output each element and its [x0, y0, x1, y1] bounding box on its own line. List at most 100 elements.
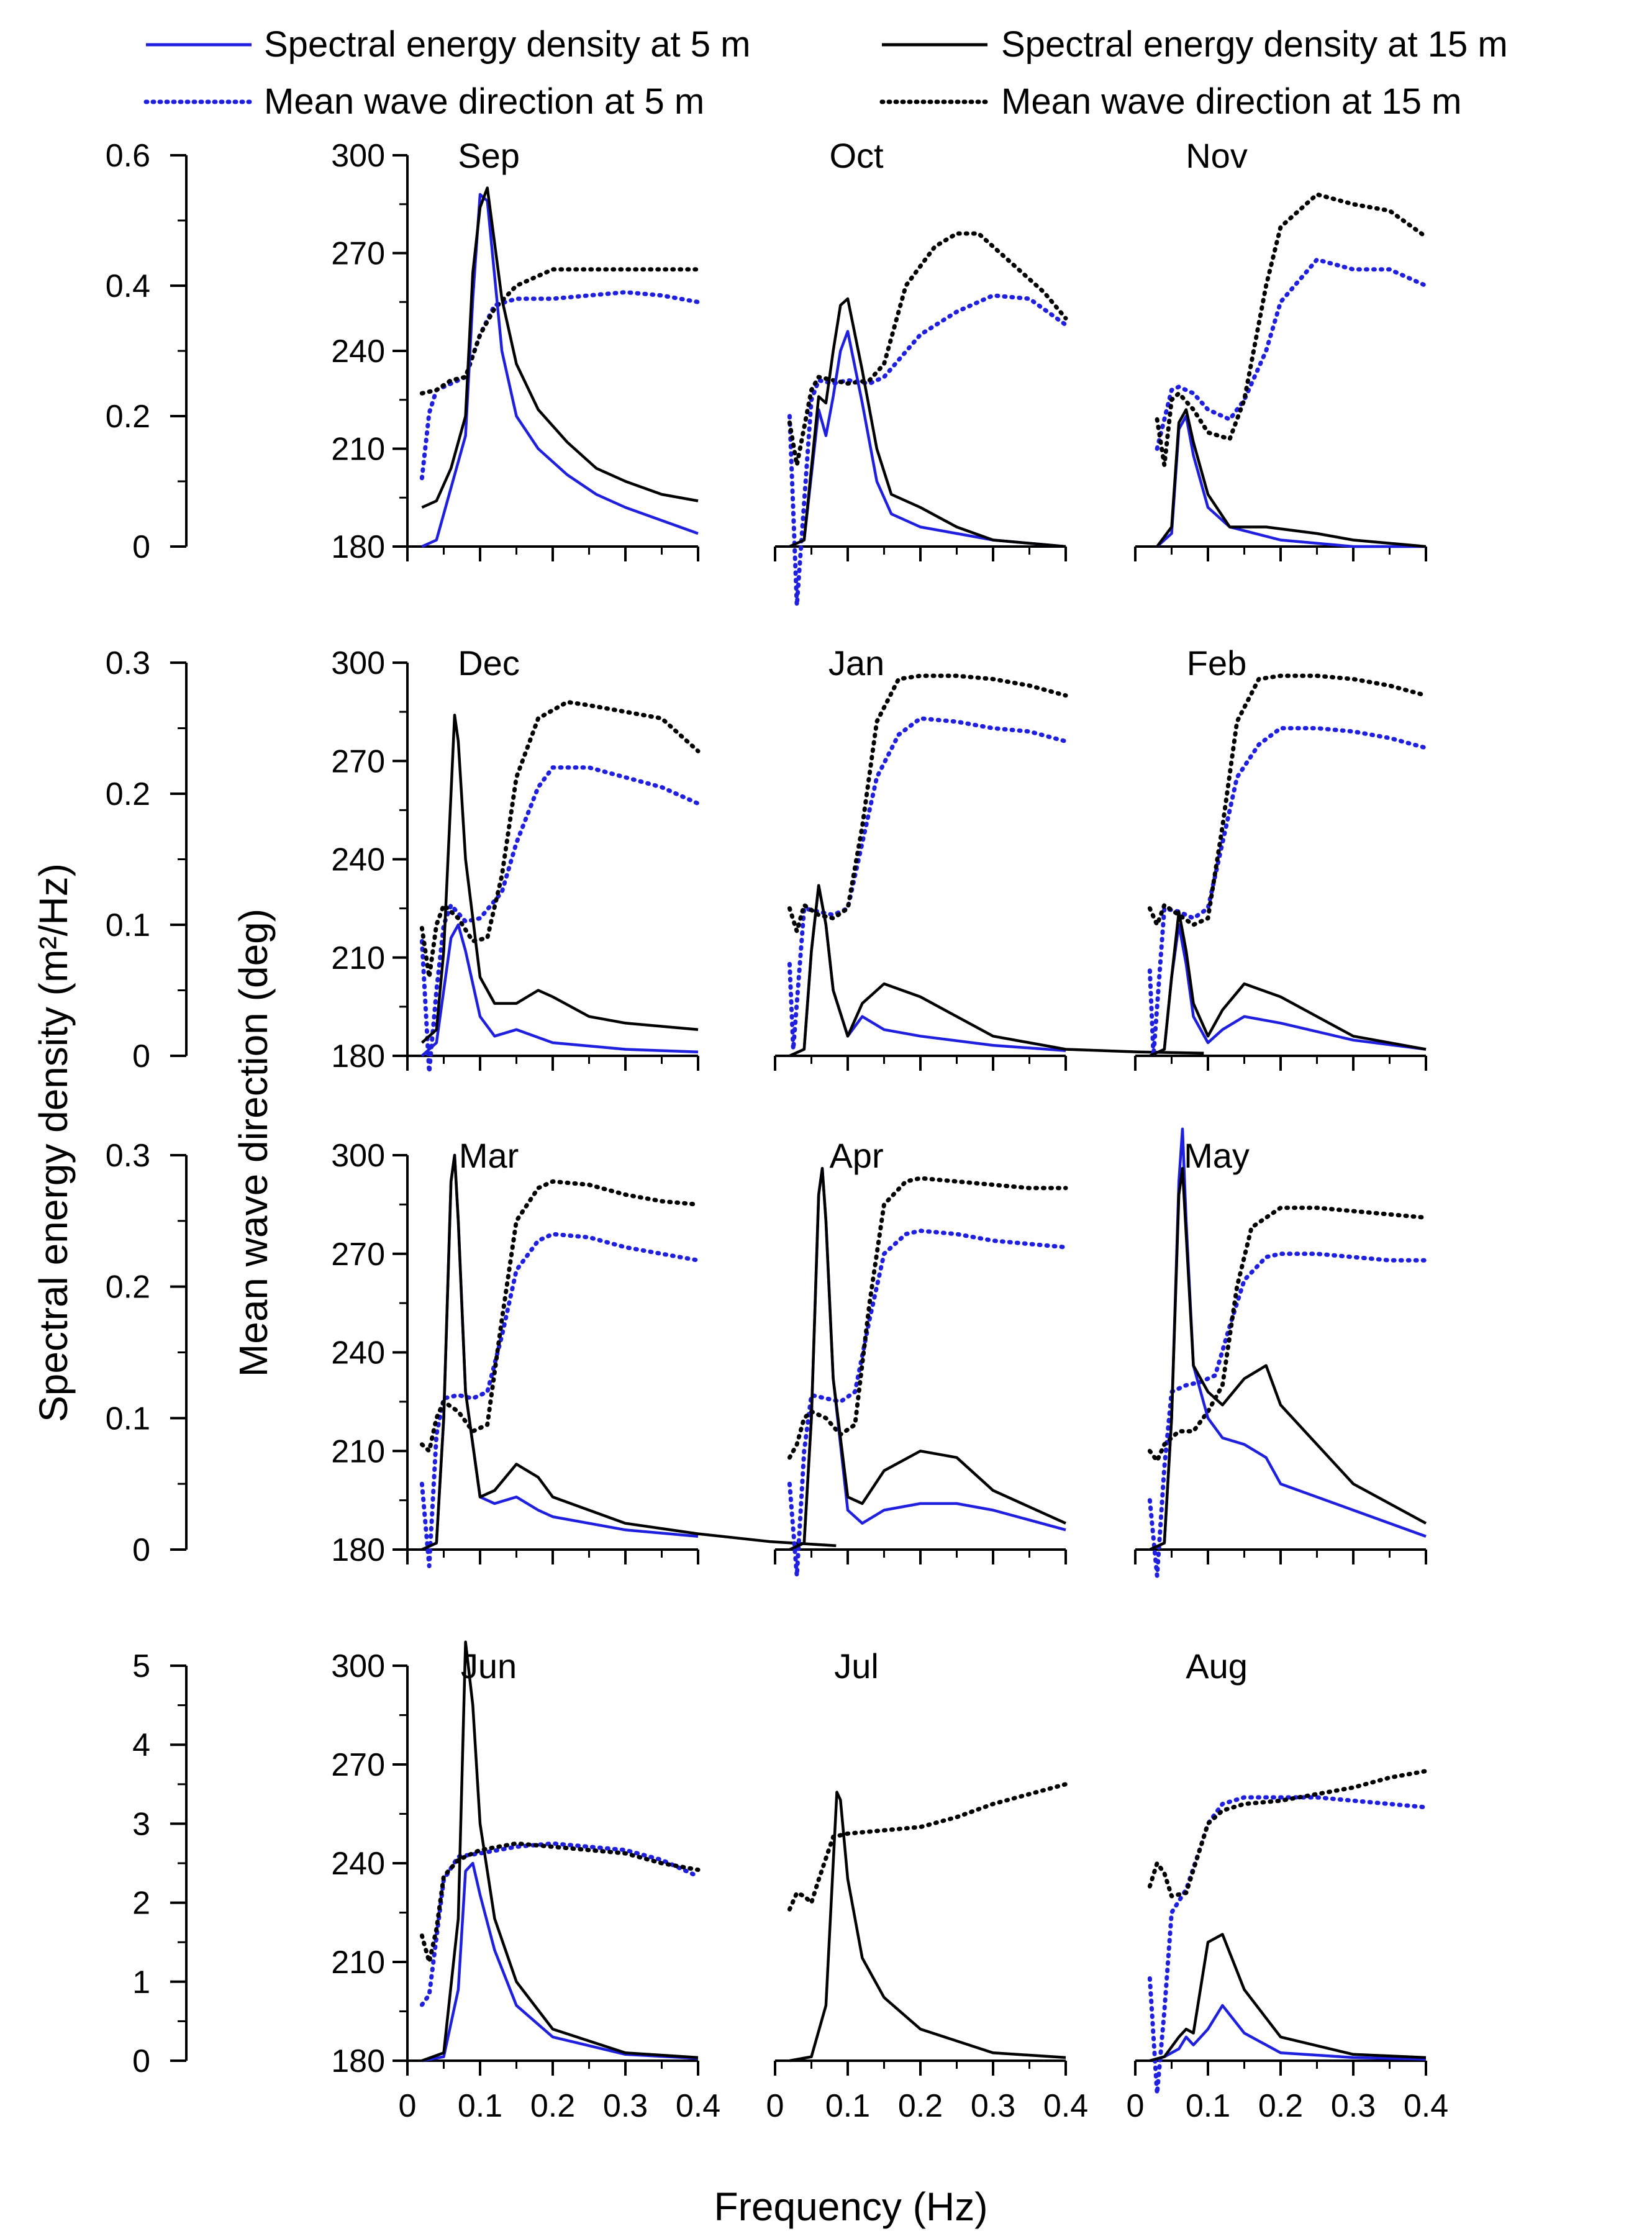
legend-label-5m-direction: Mean wave direction at 5 m: [264, 81, 704, 122]
direction-5m-line: [1147, 726, 1428, 1058]
direction-tick-label: 270: [331, 1237, 385, 1273]
x-axis-title: Frequency (Hz): [714, 2184, 988, 2229]
month-label: Nov: [1186, 136, 1248, 175]
direction-tick-label: 240: [331, 842, 385, 878]
energy-15m-line: [1149, 910, 1427, 1058]
direction-5m-line: [1147, 1795, 1428, 2096]
panel-dec: Dec: [419, 643, 701, 1074]
direction-tick-label: 270: [331, 743, 385, 779]
energy-15m-line: [789, 1791, 1066, 2063]
frequency-tick-label: 0.1: [458, 2088, 502, 2124]
direction-tick-label: 240: [331, 1846, 385, 1882]
energy-15m-line: [1156, 408, 1427, 548]
direction-15m-line: [1155, 192, 1428, 468]
energy-tick-label: 4: [132, 1727, 150, 1763]
energy-tick-label: 2: [132, 1886, 150, 1922]
panel-jan: Jan: [787, 643, 1204, 1058]
direction-5m-line: [1155, 257, 1428, 451]
direction-15m-line: [1147, 1206, 1428, 1463]
direction-tick-label: 300: [331, 645, 385, 681]
energy-15m-line: [789, 884, 1204, 1058]
direction-15m-line: [1147, 673, 1428, 927]
direction-5m-line: [419, 1232, 701, 1568]
energy-5m-line: [421, 193, 699, 548]
direction-tick-label: 240: [331, 334, 385, 370]
direction-tick-label: 180: [331, 2043, 385, 2079]
direction-tick-label: 210: [331, 432, 385, 468]
energy-tick-label: 0: [132, 2043, 150, 2079]
month-label: Sep: [458, 136, 520, 175]
energy-tick-label: 0: [132, 529, 150, 565]
energy-tick-label: 0.2: [106, 776, 150, 812]
direction-15m-line: [1147, 1769, 1428, 1899]
direction-5m-line: [419, 290, 701, 481]
frequency-tick-label: 0.1: [1186, 2088, 1230, 2124]
direction-5m-line: [419, 765, 701, 1074]
frequency-tick-label: 0.2: [898, 2088, 943, 2124]
energy-5m-line: [789, 330, 1066, 548]
energy-tick-label: 0.2: [106, 399, 150, 435]
legend-label-15m-direction: Mean wave direction at 15 m: [1001, 81, 1461, 122]
energy-5m-line: [420, 923, 699, 1057]
y-axis-title-direction: Mean wave direction (deg): [231, 909, 276, 1377]
energy-15m-line: [421, 1153, 837, 1551]
frequency-tick-label: 0: [766, 2088, 784, 2124]
panel-jul: Jul: [787, 1646, 1068, 2063]
frequency-tick-label: 0: [399, 2088, 417, 2124]
energy-tick-label: 0: [132, 1532, 150, 1568]
energy-15m-line: [1149, 1933, 1427, 2063]
month-label: Jan: [828, 643, 884, 683]
energy-5m-line: [421, 1861, 699, 2063]
energy-tick-label: 0.6: [106, 138, 150, 174]
energy-15m-line: [421, 186, 699, 509]
panel-may: May: [1147, 1127, 1428, 1578]
direction-15m-line: [419, 699, 701, 979]
energy-tick-label: 1: [132, 1964, 150, 2000]
direction-15m-line: [787, 1782, 1068, 1912]
direction-tick-label: 300: [331, 1138, 385, 1174]
legend-label-5m-energy: Spectral energy density at 5 m: [264, 24, 750, 65]
direction-5m-line: [787, 716, 1068, 1051]
panel-mar: Mar: [419, 1136, 837, 1568]
axes: 00.20.40.618021024027030000.10.20.318021…: [106, 138, 1448, 2124]
month-label: Dec: [458, 643, 520, 683]
energy-5m-line: [1156, 414, 1426, 548]
month-label: Oct: [829, 136, 884, 175]
frequency-tick-label: 0.4: [676, 2088, 720, 2124]
panel-apr: Apr: [787, 1136, 1068, 1578]
direction-tick-label: 210: [331, 1433, 385, 1469]
energy-tick-label: 3: [132, 1806, 150, 1842]
direction-tick-label: 240: [331, 1335, 385, 1371]
panel-jun: Jun: [419, 1640, 701, 2063]
panel-nov: Nov: [1155, 136, 1428, 548]
frequency-tick-label: 0.4: [1404, 2088, 1448, 2124]
direction-tick-label: 180: [331, 1532, 385, 1568]
panel-sep: Sep: [419, 136, 701, 548]
direction-tick-label: 180: [331, 529, 385, 565]
legend: Spectral energy density at 5 m Spectral …: [143, 24, 1508, 122]
direction-15m-line: [787, 1176, 1068, 1460]
frequency-tick-label: 0.4: [1043, 2088, 1088, 2124]
frequency-tick-label: 0.1: [825, 2088, 870, 2124]
energy-tick-label: 0.1: [106, 1401, 150, 1437]
frequency-tick-label: 0.2: [530, 2088, 575, 2124]
y-axis-title-energy: Spectral energy density (m²/Hz): [31, 863, 76, 1422]
direction-15m-line: [787, 231, 1068, 468]
month-label: Jul: [834, 1646, 879, 1686]
direction-15m-line: [787, 673, 1068, 933]
energy-15m-line: [1149, 1166, 1427, 1551]
month-label: Jun: [461, 1646, 517, 1686]
legend-label-15m-energy: Spectral energy density at 15 m: [1001, 24, 1508, 65]
energy-tick-label: 0.3: [106, 645, 150, 681]
direction-15m-line: [419, 1179, 701, 1453]
month-label: Feb: [1187, 643, 1247, 683]
direction-15m-line: [419, 267, 701, 396]
panel-feb: Feb: [1147, 643, 1428, 1058]
frequency-tick-label: 0.3: [1331, 2088, 1376, 2124]
energy-tick-label: 5: [132, 1648, 150, 1684]
plot-area: Sep Oct Nov Dec Jan Feb Mar Apr May Jun Jul Aug: [419, 136, 1428, 2096]
direction-15m-line: [419, 1841, 701, 1964]
energy-15m-line: [789, 1166, 1066, 1551]
direction-tick-label: 300: [331, 1648, 385, 1684]
